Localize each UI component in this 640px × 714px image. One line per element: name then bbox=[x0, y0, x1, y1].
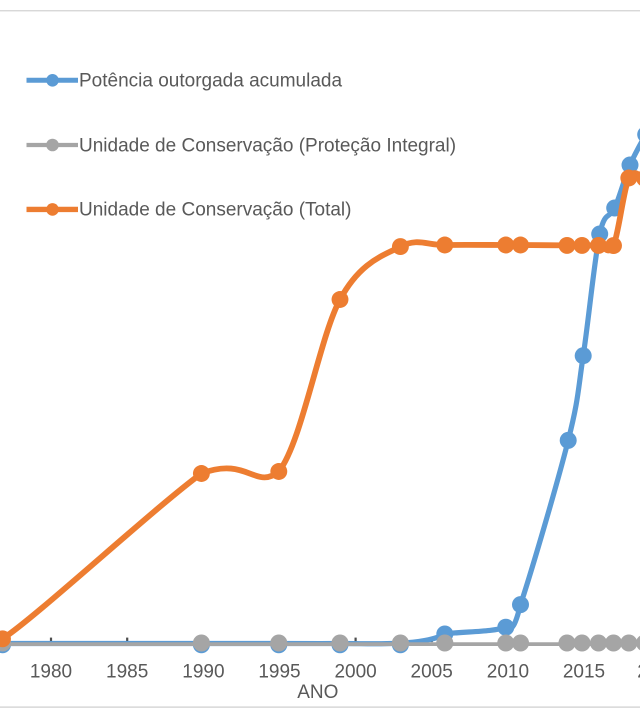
svg-text:2010: 2010 bbox=[487, 662, 529, 683]
svg-text:1995: 1995 bbox=[258, 662, 300, 683]
svg-text:1990: 1990 bbox=[182, 662, 224, 683]
svg-text:ANO: ANO bbox=[297, 682, 338, 703]
svg-text:1985: 1985 bbox=[106, 662, 148, 683]
svg-text:2005: 2005 bbox=[411, 662, 453, 683]
svg-text:Unidade de Conservação (Total): Unidade de Conservação (Total) bbox=[79, 200, 352, 221]
svg-text:2000: 2000 bbox=[334, 662, 376, 683]
svg-text:2015: 2015 bbox=[563, 662, 605, 683]
svg-text:1980: 1980 bbox=[30, 662, 72, 683]
svg-text:2020: 2020 bbox=[637, 662, 640, 683]
svg-text:Unidade de Conservação (Proteç: Unidade de Conservação (Proteção Integra… bbox=[79, 135, 456, 156]
svg-text:Potência outorgada acumulada: Potência outorgada acumulada bbox=[79, 71, 342, 92]
